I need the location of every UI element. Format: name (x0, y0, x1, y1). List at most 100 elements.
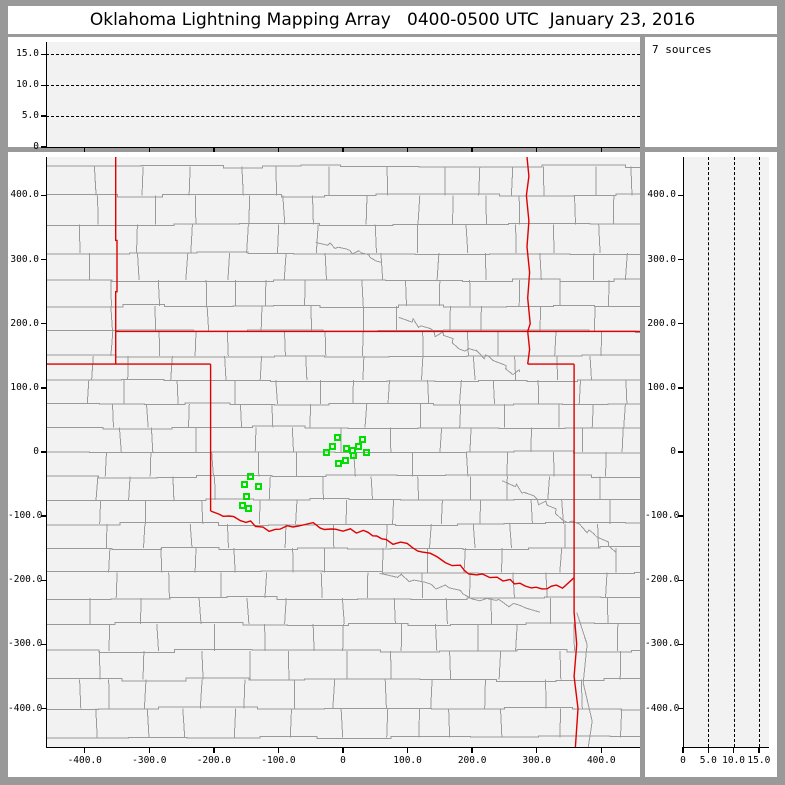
x-tick (84, 747, 86, 753)
x-tick (342, 747, 344, 753)
y-tick-label: 100.0 (10, 381, 39, 393)
title-bar: Oklahoma Lightning Mapping Array 0400-05… (8, 6, 777, 34)
y-tick-label: -200.0 (8, 574, 43, 586)
y-tick (41, 323, 47, 325)
x-tick-label: 15.0 (747, 755, 771, 766)
x-tick-label: 100.0 (393, 755, 422, 766)
y-tick-label: 10.0 (16, 79, 39, 91)
map-geography (46, 157, 640, 747)
x-tick (148, 747, 150, 753)
y-tick (41, 115, 47, 117)
x-tick (471, 747, 473, 753)
x-tick-label: -200.0 (196, 755, 232, 766)
y-tick-label: 300.0 (10, 253, 39, 265)
x-tick-label: 10.0 (722, 755, 746, 766)
x-axis-line (683, 747, 769, 749)
y-tick-label: -400.0 (8, 702, 43, 714)
lightning-source-marker[interactable] (254, 483, 262, 491)
x-tick (600, 147, 602, 153)
time-height-panel: 05.010.015.0-400.0-300.0-200.0-100.00100… (8, 37, 640, 166)
y-tick (41, 515, 47, 517)
x-tick-label: 0 (680, 755, 686, 766)
y-axis-line (46, 42, 48, 147)
gridline-vertical (758, 157, 760, 747)
y-tick (41, 84, 47, 86)
x-tick (277, 147, 280, 153)
y-tick (41, 451, 47, 453)
y-tick (41, 643, 47, 646)
y-tick (41, 146, 47, 148)
lightning-source-marker[interactable] (358, 435, 366, 443)
y-tick (41, 258, 47, 261)
y-tick-label: -300.0 (8, 638, 43, 650)
x-tick-label: 0 (340, 755, 346, 766)
y-tick-label: 300.0 (647, 253, 676, 265)
gridline-horizontal (46, 54, 640, 56)
map-plot-area[interactable] (46, 157, 640, 747)
lightning-source-marker[interactable] (240, 481, 248, 489)
y-tick (41, 194, 47, 197)
lightning-source-marker[interactable] (363, 449, 371, 457)
y-tick (41, 387, 47, 389)
y-tick (41, 53, 47, 56)
x-tick-label: -300.0 (132, 755, 167, 766)
y-tick (678, 323, 684, 325)
x-tick (213, 147, 215, 153)
y-tick-label: -100.0 (645, 510, 680, 522)
x-tick (535, 147, 538, 153)
x-tick (213, 747, 215, 753)
y-tick-label: 200.0 (647, 317, 676, 329)
county-boundaries (46, 164, 640, 747)
x-tick (758, 747, 760, 753)
x-tick (682, 747, 684, 753)
lightning-source-marker[interactable] (333, 433, 341, 441)
x-tick-label: -400.0 (67, 755, 102, 766)
x-tick (707, 747, 709, 753)
lightning-source-marker[interactable] (246, 472, 254, 480)
x-tick-label: 300.0 (522, 755, 551, 766)
x-tick (535, 747, 538, 753)
y-tick (678, 579, 684, 581)
source-count-panel: 7 sources (645, 37, 777, 147)
lightning-source-marker[interactable] (350, 451, 358, 459)
y-tick (678, 194, 684, 197)
x-tick (84, 147, 86, 153)
plan-view-map-panel: -400.0 -300.0 -200.0 -100.0 0 100.0 200.0 300.0… (8, 152, 640, 777)
y-tick-label: -400.0 (645, 702, 680, 714)
height-vs-y-panel: -400.0 -300.0 -200.0 -100.0 0 100.0 200.0 300.0… (645, 152, 777, 777)
x-tick-label: 5.0 (699, 755, 717, 766)
page-title: Oklahoma Lightning Mapping Array 0400-05… (89, 10, 696, 30)
x-tick (471, 147, 473, 153)
x-tick-label: 400.0 (586, 755, 616, 766)
y-tick-label: 0 (670, 446, 676, 457)
lightning-source-marker[interactable] (342, 457, 350, 465)
y-tick-label: -100.0 (8, 510, 43, 522)
time-height-plot-area[interactable] (46, 42, 640, 147)
x-tick (406, 747, 409, 753)
lightning-source-marker[interactable] (243, 492, 251, 500)
x-tick (148, 147, 150, 153)
lightning-source-marker[interactable] (244, 504, 252, 512)
y-tick (678, 707, 684, 710)
y-tick (678, 451, 684, 453)
x-tick-label: -100.0 (261, 755, 296, 766)
y-tick (678, 643, 684, 646)
lightning-source-marker[interactable] (329, 442, 337, 450)
x-tick (732, 747, 735, 753)
y-tick-label: -300.0 (645, 638, 680, 650)
x-tick (342, 147, 344, 153)
y-tick-label: 5.0 (21, 110, 39, 122)
lightning-source-marker[interactable] (322, 448, 330, 456)
gridline-horizontal (46, 116, 640, 118)
y-tick (41, 579, 47, 581)
lightning-source-marker[interactable] (354, 443, 362, 451)
y-tick-label: 0 (33, 141, 39, 152)
y-tick-label: 400.0 (647, 189, 676, 201)
y-tick-label: 100.0 (647, 381, 676, 393)
y-tick-label: 400.0 (10, 189, 39, 201)
y-tick-label: -200.0 (645, 574, 680, 586)
lightning-source-marker[interactable] (334, 460, 342, 468)
y-tick (678, 387, 684, 389)
height-vs-y-plot-area[interactable] (683, 157, 769, 747)
